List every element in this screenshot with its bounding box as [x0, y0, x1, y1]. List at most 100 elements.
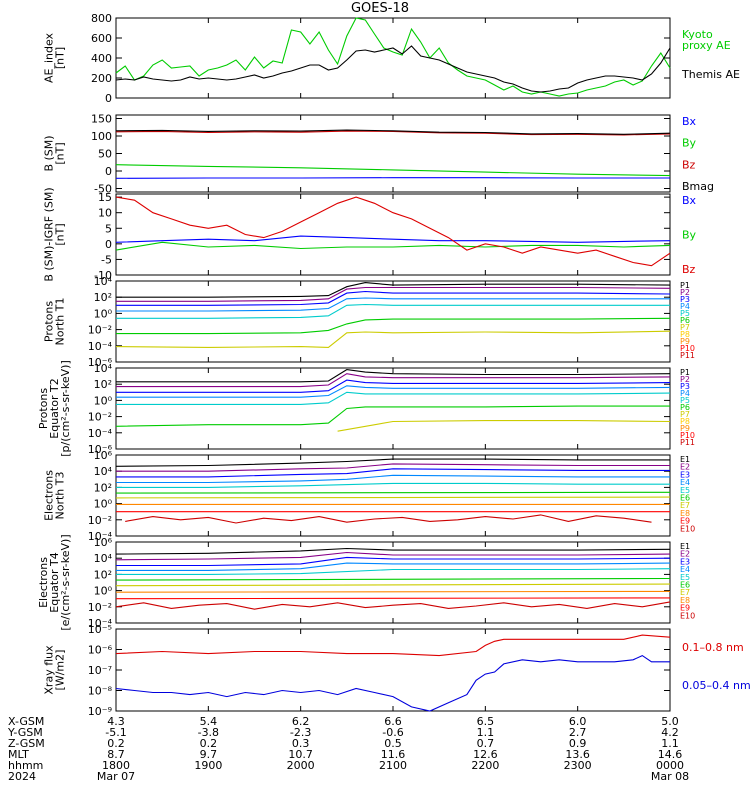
legend-p11: P11	[680, 438, 695, 447]
panel-frame	[116, 368, 670, 449]
y-tick-label: 0	[105, 165, 112, 178]
series-e7	[116, 497, 670, 498]
y-axis-title-line: [nT]	[54, 223, 67, 245]
y-tick-label: 0	[105, 92, 112, 105]
series-e5	[116, 483, 670, 487]
y-tick-label: 10⁰	[94, 394, 113, 407]
legend-0-1-0-8-nm: 0.1–0.8 nm	[682, 641, 744, 654]
legend-by: By	[682, 137, 697, 150]
panel-frame	[116, 455, 670, 536]
y-tick-label: 10²	[94, 568, 112, 581]
series-p5	[116, 392, 670, 404]
series-e10	[125, 515, 651, 523]
y-tick-label: 10⁻⁶	[88, 644, 113, 657]
legend-by: By	[682, 229, 697, 242]
legend-e10: E10	[680, 524, 695, 533]
legend-p11: P11	[680, 351, 695, 360]
y-axis-title: B (SM)-IGRF (SM)[nT]	[43, 187, 67, 281]
series-by	[116, 242, 670, 250]
y-axis-title: Xray flux[W/m2]	[43, 645, 67, 695]
y-tick-label: 10⁻⁹	[88, 705, 112, 718]
panel-frame	[116, 194, 670, 275]
series-bx	[116, 236, 670, 242]
y-axis-title-line: [e/(cm²-s-sr-keV)]	[59, 534, 72, 630]
y-tick-label: 10²	[94, 291, 112, 304]
panel-xray: 10⁻⁵ 10⁻⁶ 10⁻⁷ 10⁻⁸ 10⁻⁹ Xray flux[W/m2] 0.1–0…	[43, 623, 750, 718]
y-tick-label: 200	[91, 72, 112, 85]
y-tick-label: 10⁻²	[88, 411, 112, 424]
series-bz	[116, 197, 670, 266]
legend-bmag: Bmag	[682, 180, 714, 193]
series-e10	[116, 602, 670, 609]
series-e9	[116, 598, 670, 599]
legend-0-05-0-4-nm: 0.05–0.4 nm	[682, 679, 750, 692]
y-axis-title: AE_index[nT]	[43, 32, 67, 83]
series-e7	[116, 584, 670, 586]
series-p4	[116, 386, 670, 397]
series-bx	[116, 178, 670, 179]
y-axis-title-line: [W/m2]	[54, 650, 67, 691]
series-p1	[116, 283, 670, 298]
plot-title: GOES-18	[351, 1, 409, 16]
legend-themis-ae: Themis AE	[681, 68, 740, 81]
legend-line: E10	[680, 611, 695, 620]
series-e1	[116, 549, 670, 555]
legend-line: Bz	[682, 158, 696, 171]
y-tick-label: 15	[98, 191, 112, 204]
y-tick-label: 0	[105, 238, 112, 251]
panel-frame	[116, 542, 670, 623]
y-tick-label: 150	[91, 113, 112, 126]
panel-frame	[116, 18, 670, 98]
y-tick-label: 10⁻²	[88, 324, 112, 337]
legend-line: Bx	[682, 115, 697, 128]
y-axis-title: B (SM)[nT]	[43, 135, 67, 171]
series-p6	[116, 406, 670, 426]
series-p6	[116, 318, 670, 333]
legend-bx: Bx	[682, 194, 697, 207]
series-e8	[116, 591, 670, 592]
y-tick-label: 10⁶	[94, 449, 113, 462]
y-tick-label: 100	[91, 130, 112, 143]
y-axis-title-line: North T1	[54, 298, 67, 346]
legend-line: P11	[680, 438, 695, 447]
series-themis-ae	[116, 46, 670, 92]
y-tick-label: 10⁰	[94, 585, 113, 598]
y-tick-label: 10⁻²	[88, 514, 112, 527]
series-p7	[338, 421, 670, 432]
series-p4	[116, 298, 670, 311]
y-tick-label: 10⁻⁵	[88, 623, 112, 636]
y-tick-label: 10⁻⁴	[88, 340, 113, 353]
legend-bz: Bz	[682, 158, 696, 171]
legend-line: proxy AE	[682, 39, 731, 52]
y-tick-label: 50	[98, 148, 112, 161]
y-tick-label: 10²	[94, 481, 112, 494]
y-axis-title: ProtonsNorth T1	[43, 298, 67, 346]
y-tick-label: 10⁴	[94, 465, 113, 478]
y-tick-label: 10²	[94, 378, 112, 391]
y-tick-label: 400	[91, 52, 112, 65]
y-tick-label: 10⁻⁸	[88, 685, 113, 698]
legend-line: 0.05–0.4 nm	[682, 679, 750, 692]
y-axis-title-line: [p/(cm²-s-sr-keV)]	[59, 360, 72, 457]
legend-line: Bx	[682, 194, 697, 207]
legend-bz: Bz	[682, 263, 696, 276]
series-by	[116, 165, 670, 176]
y-tick-label: 10⁰	[94, 498, 113, 511]
y-tick-label: 800	[91, 12, 112, 25]
series-kyoto-proxy-ae	[116, 18, 670, 96]
legend-e10: E10	[680, 611, 695, 620]
y-axis-title: ProtonsEquator T2[p/(cm²-s-sr-keV)]	[37, 360, 72, 457]
series-e5	[116, 569, 670, 575]
series-e6	[116, 579, 670, 581]
legend-line: By	[682, 137, 697, 150]
y-tick-label: 10⁴	[94, 552, 113, 565]
series-0-1-0-8-nm	[116, 635, 670, 656]
y-tick-label: 10⁻⁷	[88, 664, 112, 677]
